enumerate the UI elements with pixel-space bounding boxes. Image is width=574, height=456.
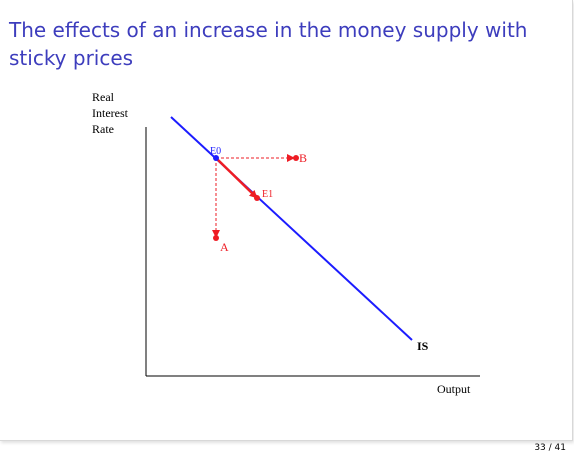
label-e0: E0 [210, 146, 221, 157]
slide: The effects of an increase in the money … [0, 0, 573, 441]
label-a: A [220, 240, 229, 254]
y-axis-label-line-3: Rate [92, 122, 114, 136]
label-b: B [299, 151, 307, 165]
point-e0 [213, 155, 219, 161]
x-axis-label: Output [437, 382, 471, 396]
y-axis-label-line-1: Real [92, 90, 115, 104]
y-axis-label-line-2: Interest [92, 106, 129, 120]
is-curve-label: IS [417, 339, 429, 353]
movement-e0-e1 [215, 157, 258, 199]
label-e1-main: E1 [262, 189, 273, 200]
slide-title: The effects of an increase in the money … [9, 18, 528, 70]
point-e1 [254, 195, 260, 201]
point-a [213, 235, 219, 241]
label-e0-main: E0 [210, 146, 221, 157]
point-b [293, 155, 299, 161]
is-curve [170, 116, 413, 341]
page-number: 33 / 41 [534, 443, 566, 453]
label-e1: E1 [262, 189, 273, 200]
